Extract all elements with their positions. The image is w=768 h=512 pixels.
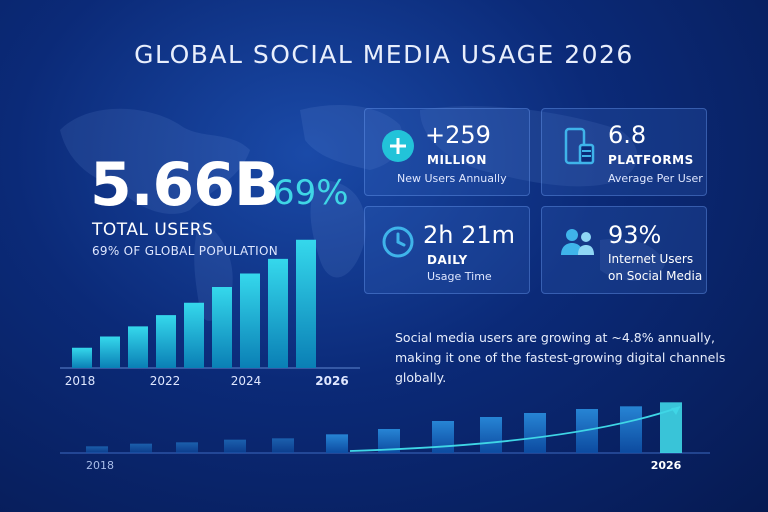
chart2-bar xyxy=(130,443,152,453)
chart2-bar xyxy=(86,446,108,453)
chart2-bar xyxy=(480,417,502,453)
chart2-bar xyxy=(176,442,198,453)
chart1-tick-label: 2024 xyxy=(231,374,262,388)
page-title: GLOBAL SOCIAL MEDIA USAGE 2026 xyxy=(134,40,634,69)
trend-bar-chart: 2018 2026 xyxy=(60,402,710,472)
chart1-bar xyxy=(100,336,120,368)
chart2-bar xyxy=(326,434,348,453)
chart2-bar xyxy=(432,421,454,453)
growth-statement: Social media users are growing at ~4.8% … xyxy=(395,328,755,388)
stat-card-internet-users: 93% Internet Users on Social Media xyxy=(541,206,707,294)
daily-time-value: 2h 21m xyxy=(423,221,516,249)
users-icon xyxy=(561,229,594,255)
stat-card-platforms: 6.8 PLATFORMS Average Per User xyxy=(541,108,707,196)
daily-time-sub: Usage Time xyxy=(427,270,492,283)
world-map-background xyxy=(60,105,665,321)
internet-users-unit: Internet Users xyxy=(608,252,694,266)
internet-users-value: 93% xyxy=(608,221,662,249)
chart1-bar xyxy=(156,315,176,368)
chart1-bar xyxy=(240,273,260,368)
devices-icon xyxy=(564,127,595,165)
chart1-tick-label: 2026 xyxy=(315,374,348,388)
chart2-bar xyxy=(660,402,682,453)
growth-statement-line1: Social media users are growing at ~4.8% … xyxy=(395,330,715,345)
global-population-label: 69% OF GLOBAL POPULATION xyxy=(92,244,279,258)
platforms-unit: PLATFORMS xyxy=(608,153,694,167)
chart2-tick-label: 2018 xyxy=(86,459,114,472)
chart2-bar xyxy=(620,406,642,453)
chart1-bar xyxy=(296,239,316,368)
daily-time-unit: DAILY xyxy=(427,253,468,267)
chart1-bar xyxy=(268,258,288,368)
chart1-bar xyxy=(212,287,232,368)
chart2-tick-label: 2026 xyxy=(651,459,682,472)
stat-card-daily-time: 2h 21m DAILY Usage Time xyxy=(364,206,530,294)
new-users-value: +259 xyxy=(425,121,491,149)
stat-card-new-users: +259 MILLION New Users Annually xyxy=(364,108,530,196)
total-users-percent: 69% xyxy=(273,173,349,213)
chart2-bar xyxy=(272,438,294,453)
total-users-value: 5.66B xyxy=(90,150,280,220)
users-growth-bar-chart: 2018 2022 2024 2026 xyxy=(60,239,360,388)
plus-icon xyxy=(382,130,414,162)
trend-arrow-head xyxy=(671,407,680,415)
new-users-unit: MILLION xyxy=(427,153,487,167)
growth-statement-line2: making it one of the fastest-growing dig… xyxy=(395,350,726,385)
chart2-bar xyxy=(224,439,246,453)
new-users-sub: New Users Annually xyxy=(397,172,507,185)
platforms-sub: Average Per User xyxy=(608,172,703,185)
chart2-bar xyxy=(378,429,400,453)
chart1-tick-label: 2018 xyxy=(65,374,96,388)
platforms-value: 6.8 xyxy=(608,121,647,149)
chart2-bar xyxy=(524,413,546,453)
trend-arrow-line xyxy=(349,406,681,452)
chart1-bar xyxy=(184,302,204,368)
total-users-label: TOTAL USERS xyxy=(92,220,214,240)
internet-users-sub: on Social Media xyxy=(608,269,703,283)
clock-icon xyxy=(382,226,414,258)
chart1-bar xyxy=(128,326,148,368)
chart1-tick-label: 2022 xyxy=(150,374,181,388)
chart2-bar xyxy=(576,409,598,453)
chart1-bar xyxy=(72,347,92,368)
